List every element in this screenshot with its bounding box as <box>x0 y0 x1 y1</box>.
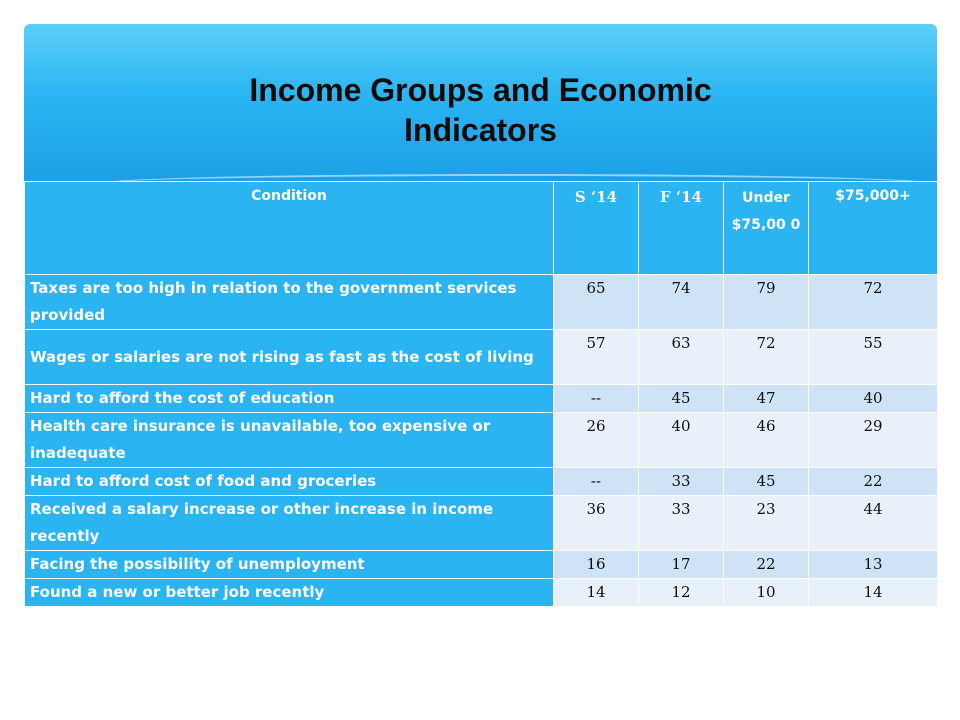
cell-75k-plus: 14 <box>808 578 938 607</box>
cell-under-75k: 45 <box>723 467 809 496</box>
cell-under-75k: 46 <box>723 412 809 468</box>
cell-f14: 74 <box>638 274 724 330</box>
column-header-f14: F ‘14 <box>638 181 724 275</box>
row-condition: Health care insurance is unavailable, to… <box>24 412 554 468</box>
cell-s14: 36 <box>553 495 639 551</box>
column-header-condition: Condition <box>24 181 554 275</box>
cell-75k-plus: 44 <box>808 495 938 551</box>
cell-under-75k: 47 <box>723 384 809 413</box>
cell-f14: 12 <box>638 578 724 607</box>
column-header-s14: S ‘14 <box>553 181 639 275</box>
table-row: Facing the possibility of unemployment 1… <box>24 550 938 579</box>
cell-s14: 16 <box>553 550 639 579</box>
cell-under-75k: 72 <box>723 329 809 385</box>
table-row: Hard to afford the cost of education -- … <box>24 384 938 413</box>
cell-under-75k: 22 <box>723 550 809 579</box>
cell-75k-plus: 72 <box>808 274 938 330</box>
cell-under-75k: 23 <box>723 495 809 551</box>
cell-under-75k: 79 <box>723 274 809 330</box>
cell-75k-plus: 22 <box>808 467 938 496</box>
table-row: Received a salary increase or other incr… <box>24 495 938 551</box>
row-condition: Hard to afford cost of food and grocerie… <box>24 467 554 496</box>
cell-75k-plus: 40 <box>808 384 938 413</box>
column-header-75k-plus: $75,000+ <box>808 181 938 275</box>
table-row: Hard to afford cost of food and grocerie… <box>24 467 938 496</box>
data-table-container: Condition S ‘14 F ‘14 Under $75,00 0 $75… <box>24 181 938 607</box>
cell-f14: 33 <box>638 467 724 496</box>
table-row: Found a new or better job recently 14 12… <box>24 578 938 607</box>
cell-s14: 57 <box>553 329 639 385</box>
cell-s14: 14 <box>553 578 639 607</box>
cell-75k-plus: 55 <box>808 329 938 385</box>
row-condition: Taxes are too high in relation to the go… <box>24 274 554 330</box>
table-header-row: Condition S ‘14 F ‘14 Under $75,00 0 $75… <box>24 181 938 275</box>
cell-s14: -- <box>553 384 639 413</box>
table-row: Wages or salaries are not rising as fast… <box>24 329 938 385</box>
cell-s14: -- <box>553 467 639 496</box>
cell-f14: 17 <box>638 550 724 579</box>
column-header-under-75k: Under $75,00 0 <box>723 181 809 275</box>
cell-f14: 40 <box>638 412 724 468</box>
cell-75k-plus: 13 <box>808 550 938 579</box>
slide-title: Income Groups and Economic Indicators <box>249 72 712 148</box>
cell-under-75k: 10 <box>723 578 809 607</box>
data-table: Condition S ‘14 F ‘14 Under $75,00 0 $75… <box>24 181 938 607</box>
cell-s14: 26 <box>553 412 639 468</box>
row-condition: Wages or salaries are not rising as fast… <box>24 329 554 385</box>
cell-f14: 33 <box>638 495 724 551</box>
row-condition: Found a new or better job recently <box>24 578 554 607</box>
row-condition: Hard to afford the cost of education <box>24 384 554 413</box>
table-row: Taxes are too high in relation to the go… <box>24 274 938 330</box>
cell-75k-plus: 29 <box>808 412 938 468</box>
slide-header: Income Groups and Economic Indicators <box>24 24 937 186</box>
cell-f14: 63 <box>638 329 724 385</box>
row-condition: Received a salary increase or other incr… <box>24 495 554 551</box>
table-row: Health care insurance is unavailable, to… <box>24 412 938 468</box>
cell-f14: 45 <box>638 384 724 413</box>
row-condition: Facing the possibility of unemployment <box>24 550 554 579</box>
cell-s14: 65 <box>553 274 639 330</box>
